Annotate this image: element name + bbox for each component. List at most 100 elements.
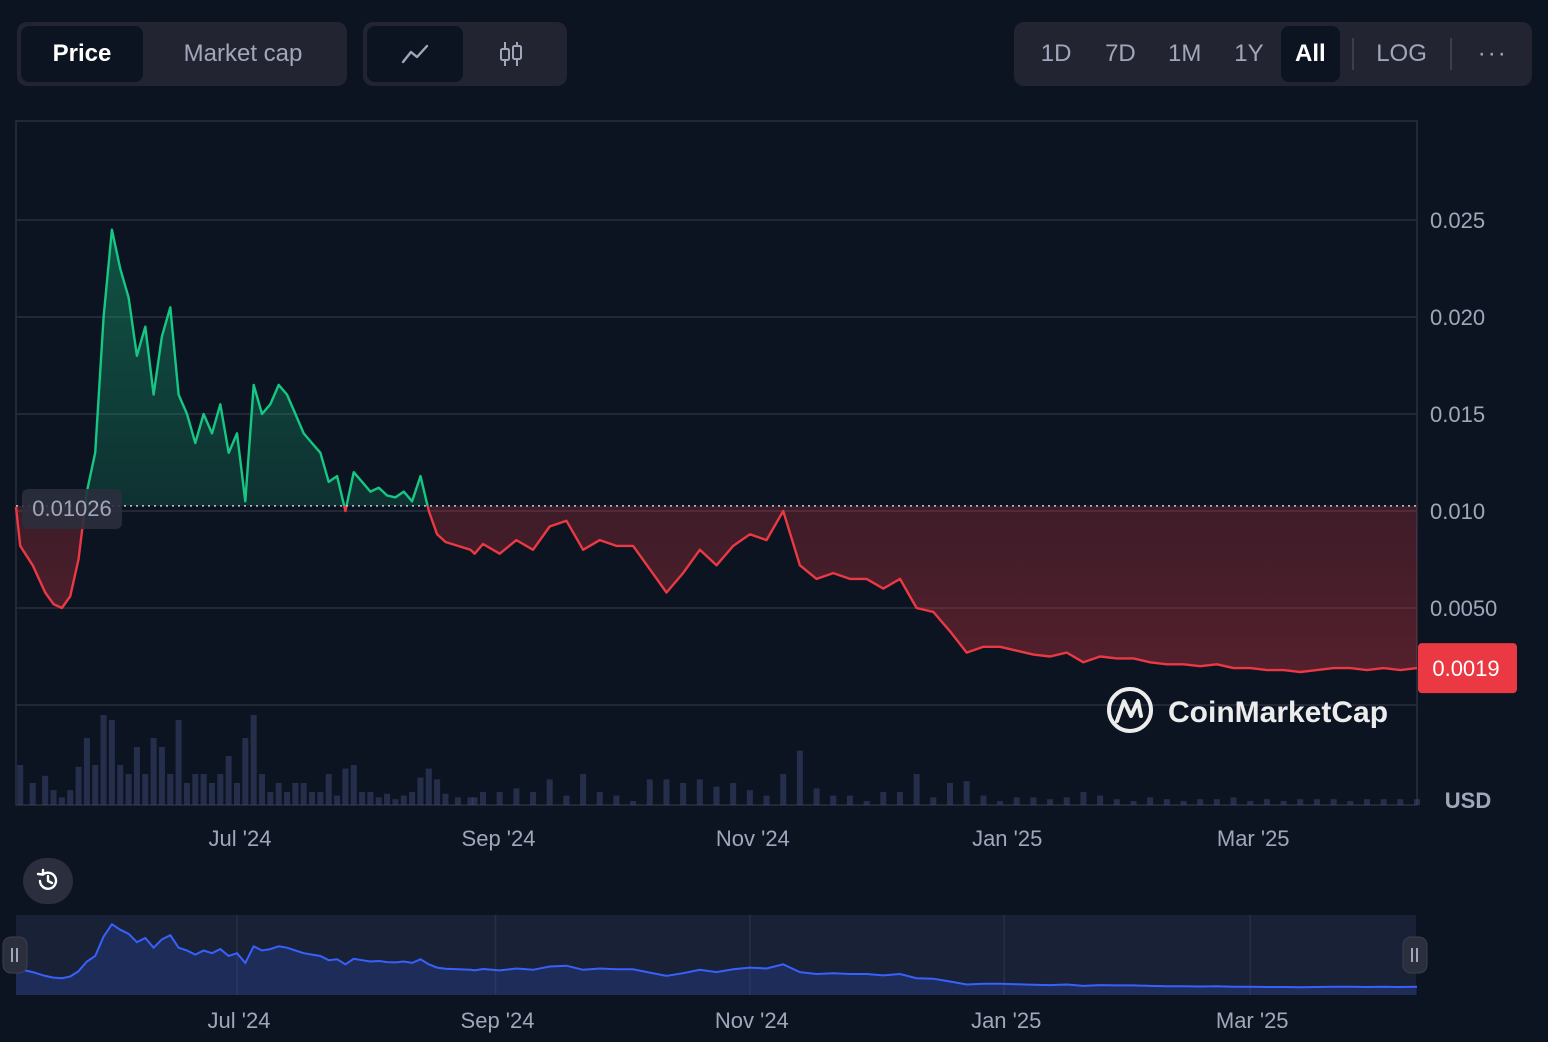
range-all[interactable]: All (1281, 26, 1340, 82)
volume-bar (813, 788, 820, 805)
range-1y[interactable]: 1Y (1234, 40, 1264, 67)
volume-bar (630, 801, 637, 805)
volume-bar (646, 779, 653, 805)
volume-bar (546, 779, 553, 805)
volume-bar (125, 774, 132, 805)
volume-bar (1030, 797, 1037, 805)
volume-bar (696, 779, 703, 805)
history-button[interactable] (23, 858, 73, 904)
volume-bar (980, 795, 987, 805)
volume-bar (434, 779, 441, 805)
navigator-handle-right[interactable] (1402, 936, 1428, 974)
volume-bar (400, 795, 407, 805)
series-line-down (14, 505, 1418, 674)
y-tick-label: 0.025 (1430, 208, 1485, 233)
volume-bar (1180, 801, 1187, 805)
volume-bar (259, 774, 266, 805)
volume-bar (309, 792, 316, 805)
volume-bar (1197, 799, 1204, 805)
volume-bar (1047, 799, 1054, 805)
area-below-reference (16, 505, 1417, 672)
volume-bar (133, 747, 140, 805)
tab-price[interactable]: Price (21, 26, 143, 82)
volume-bar (1414, 799, 1420, 805)
volume-bar (1247, 801, 1254, 805)
navigator-grid (236, 915, 1251, 995)
volume-bar (375, 797, 382, 805)
axes: 0.025 0.020 0.015 0.010 0.0050 Jul '24 Sep '24… (209, 208, 1498, 851)
volume-bar (83, 738, 90, 805)
volume-bar (1113, 799, 1120, 805)
volume-bar (183, 783, 190, 805)
volume-bar (167, 774, 174, 805)
volume-bar (471, 797, 478, 805)
range-7d[interactable]: 7D (1105, 40, 1136, 67)
tab-market-cap[interactable]: Market cap (183, 40, 303, 67)
volume-bars (17, 715, 1420, 805)
volume-bar (158, 747, 165, 805)
volume-bar (947, 783, 953, 805)
volume-bar (292, 783, 299, 805)
volume-bar (284, 792, 291, 805)
volume-bar (233, 783, 240, 805)
volume-bar (50, 790, 57, 805)
volume-bar (384, 793, 391, 805)
volume-bar (780, 774, 787, 805)
line-chart-button[interactable] (367, 26, 463, 82)
coinmarketcap-logo-icon (1107, 687, 1153, 733)
volume-bar (150, 738, 157, 805)
history-icon (36, 868, 58, 890)
volume-bar (1330, 799, 1337, 805)
svg-text:0.01026: 0.01026 (32, 496, 112, 521)
volume-bar (730, 783, 737, 805)
time-range-selector: 1D 7D 1M 1Y All LOG ··· (1014, 22, 1532, 86)
price-line (14, 228, 1418, 674)
volume-bar (1130, 801, 1137, 805)
volume-bar (192, 774, 199, 805)
price-chart[interactable]: 0.025 0.020 0.015 0.010 0.0050 Jul '24 Sep '24… (0, 0, 1548, 860)
current-price-badge: 0.0019 (1418, 643, 1517, 694)
y-tick-label: 0.010 (1430, 499, 1485, 524)
volume-bar (480, 792, 486, 805)
range-1m[interactable]: 1M (1168, 40, 1202, 67)
volume-bar (342, 768, 349, 805)
volume-bar (454, 797, 461, 805)
volume-bar (300, 783, 307, 805)
unit-label: USD (1445, 788, 1491, 813)
volume-bar (17, 765, 24, 805)
volume-bar (142, 774, 149, 805)
volume-bar (1297, 799, 1304, 805)
volume-bar (596, 792, 603, 805)
volume-bar (1230, 797, 1237, 805)
candlestick-button[interactable] (463, 26, 559, 82)
volume-bar (580, 774, 587, 805)
navigator-labels: Jul '24 Sep '24 Nov '24 Jan '25 Mar '25 (208, 1008, 1289, 1033)
chart-type-toggle: Price Market cap (17, 22, 347, 86)
volume-bar (1280, 801, 1287, 805)
toolbar-divider (1351, 38, 1354, 70)
volume-bar (317, 792, 324, 805)
volume-bar (496, 792, 503, 805)
range-navigator[interactable]: Jul '24 Sep '24 Nov '24 Jan '25 Mar '25 (0, 910, 1548, 1038)
volume-bar (242, 738, 249, 805)
navigator-label: Jan '25 (971, 1008, 1041, 1033)
volume-bar (1080, 792, 1087, 805)
series-line-up (83, 228, 429, 506)
y-tick-label: 0.0050 (1430, 596, 1497, 621)
toolbar-divider (1449, 38, 1452, 70)
volume-bar (930, 797, 937, 805)
range-1d[interactable]: 1D (1040, 40, 1072, 67)
volume-bar (334, 795, 341, 805)
price-area (16, 229, 1417, 672)
volume-bar (563, 795, 570, 805)
navigator-label: Nov '24 (715, 1008, 789, 1033)
line-chart-icon (401, 44, 429, 64)
volume-bar (42, 775, 49, 805)
x-tick-label: Mar '25 (1217, 826, 1290, 851)
volume-bar (359, 792, 366, 805)
more-options-button[interactable]: ··· (1477, 40, 1508, 67)
navigator-handle-left[interactable] (2, 936, 28, 974)
volume-bar (913, 774, 920, 805)
log-scale-button[interactable]: LOG (1376, 40, 1427, 67)
volume-bar (1097, 795, 1104, 805)
